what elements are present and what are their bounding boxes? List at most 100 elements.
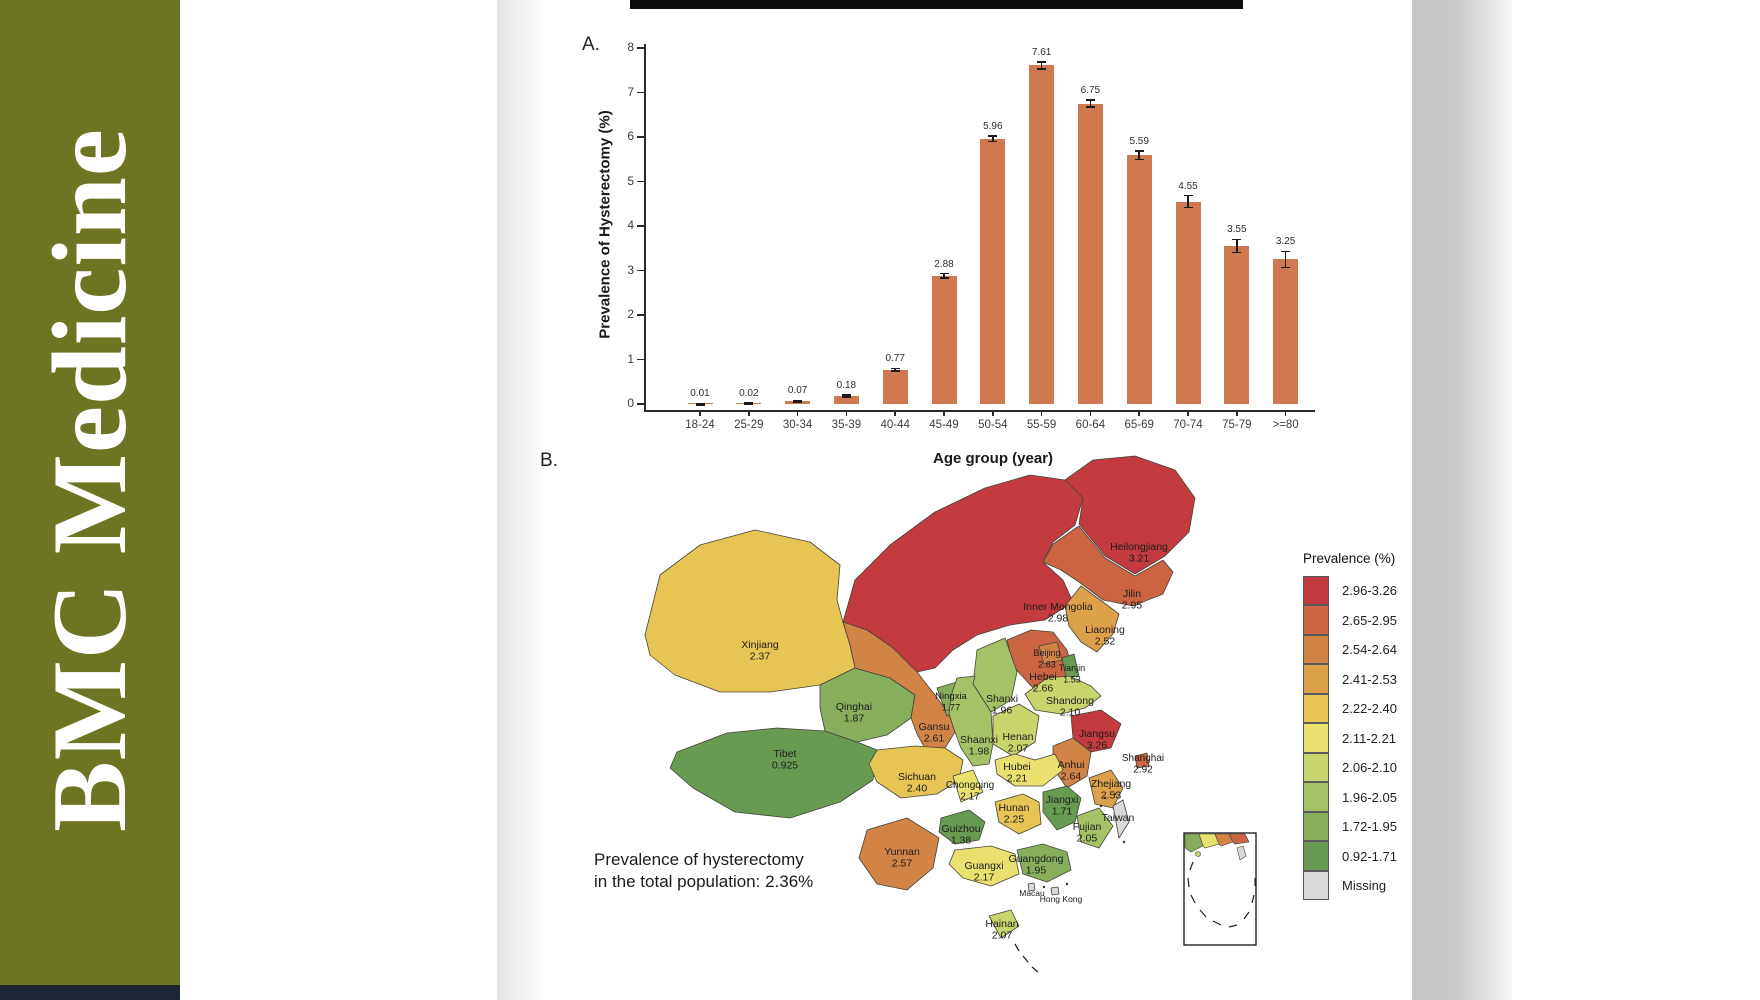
- y-tick-label: 3: [627, 262, 634, 277]
- legend-bin-label: 2.96-3.26: [1342, 583, 1397, 599]
- y-tick-label: 0: [627, 396, 634, 410]
- legend-row: 2.65-2.95: [1303, 605, 1397, 636]
- error-bar-cap-top: [1183, 194, 1193, 197]
- y-tick: [637, 403, 644, 405]
- error-bar-line: [1187, 195, 1189, 208]
- x-tick: [992, 410, 994, 416]
- province-label-sichuan: Sichuan 2.40: [898, 771, 936, 795]
- error-bar-cap-bottom: [695, 404, 705, 406]
- error-bar-cap-top: [1134, 150, 1144, 152]
- province-label-yunnan: Yunnan 2.57: [884, 846, 920, 870]
- error-bar-cap-top: [1232, 238, 1242, 241]
- y-tick: [637, 225, 644, 227]
- province-label-jilin: Jilin 2.95: [1122, 588, 1143, 612]
- legend-swatch: [1303, 634, 1329, 664]
- legend-row: 1.72-1.95: [1303, 811, 1397, 842]
- x-tick: [943, 410, 945, 416]
- map-legend: 2.96-3.26 2.65-2.95 2.54-2.64 2.41-2.53 2.22…: [1303, 575, 1397, 901]
- legend-bin-label: 2.65-2.95: [1342, 612, 1397, 628]
- x-tick: [1040, 410, 1043, 416]
- province-inner-mongolia: [842, 474, 1084, 673]
- legend-bin-label: Missing: [1342, 878, 1387, 894]
- legend-row: 1.96-2.05: [1303, 782, 1397, 813]
- x-tick: [796, 410, 799, 416]
- x-tick: [1236, 410, 1238, 416]
- error-bar-cap-bottom: [744, 403, 754, 405]
- province-tianjin: [1061, 653, 1080, 679]
- province-label-taiwan: Taiwan: [1102, 812, 1135, 824]
- legend-row: 2.41-2.53: [1303, 664, 1397, 695]
- bar-35-39: [833, 395, 859, 404]
- province-label-shanghai: Shanghai 2.92: [1122, 753, 1164, 776]
- province-label-hunan: Hunan 2.25: [999, 802, 1030, 826]
- x-tick: [845, 410, 848, 416]
- province-hunan: [994, 793, 1042, 835]
- legend-bin-label: 1.72-1.95: [1342, 819, 1397, 835]
- bar-value-label: 0.01: [690, 388, 710, 400]
- y-tick-label: 5: [627, 173, 634, 188]
- legend-bin-label: 0.92-1.71: [1342, 848, 1397, 864]
- province-label-guangdong: Guangdong 1.95: [1009, 853, 1064, 877]
- legend-bin-label: 2.11-2.21: [1342, 730, 1396, 746]
- x-tick-label: >=80: [1272, 419, 1299, 431]
- y-tick-label: 1: [627, 351, 634, 366]
- legend-swatch: [1303, 811, 1329, 841]
- error-bar-cap-top: [890, 367, 900, 370]
- legend-row: 0.92-1.71: [1303, 841, 1397, 872]
- error-bar-line: [1284, 251, 1287, 268]
- province-label-guizhou: Guizhou 1.38: [941, 823, 980, 847]
- panel-a-label: A.: [582, 34, 600, 55]
- error-bar-cap-top: [939, 272, 949, 275]
- bar-45-49: [931, 275, 957, 404]
- legend-bin-label: 2.54-2.64: [1342, 642, 1397, 658]
- error-bar-cap-bottom: [1232, 251, 1242, 254]
- x-tick-label: 25-29: [734, 419, 764, 431]
- error-bar-cap-bottom: [1085, 106, 1095, 108]
- china-choropleth-map: Heilongjiang 3.21 Jilin 2.95 Inner Mongolia 2…: [644, 455, 1257, 973]
- legend-row: 2.54-2.64: [1303, 634, 1397, 665]
- map-legend-title: Prevalence (%): [1303, 551, 1396, 566]
- map-annotation: Prevalence of hysterectomy in the total …: [594, 849, 813, 892]
- bar-value-label: 5.96: [983, 121, 1003, 133]
- province-label-gansu: Gansu 2.61: [919, 721, 950, 745]
- y-tick-label: 8: [627, 40, 634, 54]
- panel-b-label: B.: [540, 450, 558, 471]
- map-annotation-line1: Prevalence of hysterectomy: [594, 850, 804, 869]
- x-tick: [894, 410, 896, 416]
- province-label-hainan: Hainan 2.07: [985, 918, 1018, 942]
- province-jiangxi: [1042, 785, 1082, 831]
- province-label-hong-kong: Hong Kong: [1040, 894, 1083, 904]
- legend-row: 2.96-3.26: [1303, 575, 1397, 606]
- province-labels: Heilongjiang 3.21 Jilin 2.95 Inner Mongolia 2…: [741, 541, 1168, 942]
- error-bar-cap-bottom: [793, 401, 803, 403]
- province-zhejiang: [1088, 769, 1124, 809]
- error-bar-line: [845, 395, 848, 397]
- legend-row: 2.22-2.40: [1303, 693, 1397, 724]
- x-tick-label: 55-59: [1026, 419, 1057, 431]
- x-tick-label: 65-69: [1124, 419, 1154, 431]
- province-label-xinjiang: Xinjiang 2.37: [741, 639, 779, 663]
- error-bar-cap-bottom: [1281, 266, 1291, 269]
- bar-value-label: 7.61: [1031, 46, 1052, 58]
- error-bar-cap-top: [841, 394, 851, 396]
- error-bar-cap-bottom: [841, 396, 851, 398]
- province-shapes: [644, 455, 1196, 939]
- bar-value-label: 5.59: [1129, 136, 1149, 148]
- x-tick-label: 50-54: [978, 419, 1008, 431]
- province-shaanxi: [948, 675, 994, 767]
- legend-bin-label: 2.41-2.53: [1342, 671, 1397, 687]
- legend-swatch: [1303, 605, 1329, 635]
- province-label-qinghai: Qinghai 1.87: [836, 701, 872, 725]
- x-tick-label: 30-34: [782, 419, 813, 431]
- legend-bin-label: 2.22-2.40: [1342, 701, 1397, 717]
- x-tick: [1284, 410, 1287, 416]
- x-tick-label: 18-24: [685, 419, 715, 431]
- province-label-macau: Macau: [1019, 888, 1045, 898]
- legend-bin-label: 1.96-2.05: [1342, 789, 1397, 805]
- error-bar-line: [1040, 61, 1043, 69]
- y-tick: [637, 180, 644, 183]
- top-crop-bar: [630, 0, 1243, 9]
- province-label-tianjin: Tianjin 1.53: [1059, 663, 1085, 685]
- x-tick-label: 45-49: [929, 419, 959, 431]
- bar-55-59: [1029, 65, 1055, 404]
